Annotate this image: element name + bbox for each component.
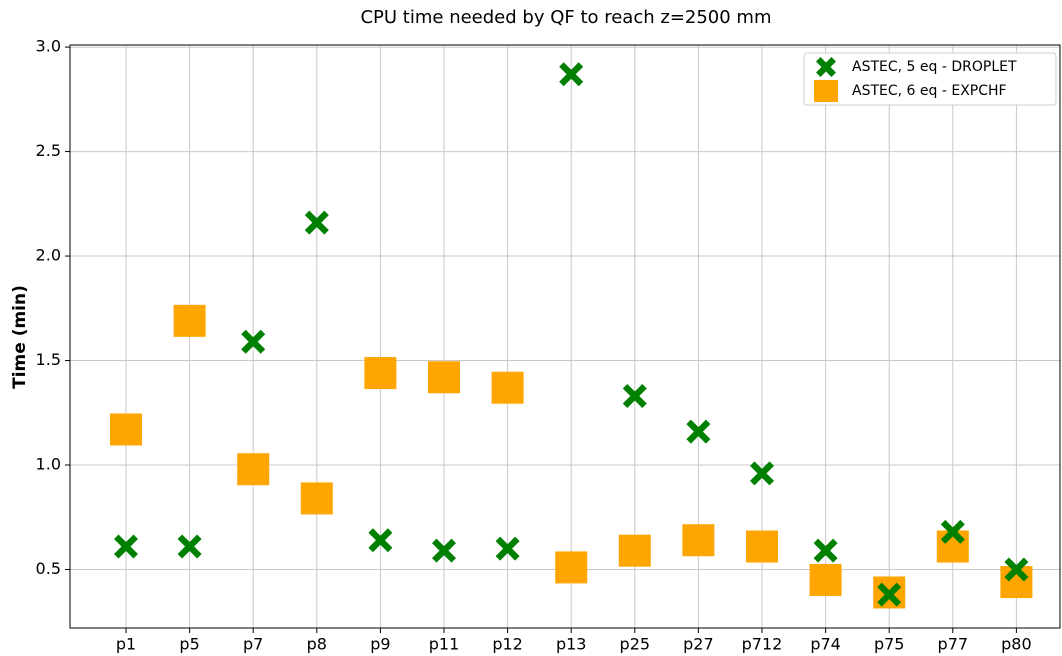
point <box>618 534 651 567</box>
point <box>813 538 838 563</box>
point <box>940 519 965 544</box>
point <box>432 538 456 563</box>
x-tick-label: p75 <box>874 635 905 654</box>
point <box>555 551 588 584</box>
point <box>241 329 266 354</box>
x-tick-label: p27 <box>683 635 714 654</box>
y-tick-label: 2.0 <box>36 246 61 265</box>
x-tick-label: p8 <box>307 635 327 654</box>
point <box>682 524 715 557</box>
legend-marker <box>816 57 836 77</box>
y-tick-label: 3.0 <box>36 37 61 56</box>
point <box>304 210 329 235</box>
point <box>495 536 520 561</box>
x-tick-label: p7 <box>243 635 263 654</box>
point <box>809 563 842 596</box>
point <box>746 530 778 563</box>
chart-title: CPU time needed by QF to reach z=2500 mm <box>360 7 771 28</box>
point <box>1004 557 1029 582</box>
y-axis-label: Time (min) <box>10 285 30 389</box>
point <box>173 304 206 337</box>
x-tick-label: p77 <box>938 635 969 654</box>
legend-box <box>803 52 1057 106</box>
point <box>300 482 333 515</box>
x-tick-label: p11 <box>429 635 460 654</box>
x-tick-label: p80 <box>1001 635 1032 654</box>
x-tick-label: p12 <box>492 635 523 654</box>
y-tick-label: 0.5 <box>36 559 61 578</box>
point <box>114 534 138 559</box>
y-tick-label: 1.0 <box>36 455 61 474</box>
legend-marker <box>814 80 838 102</box>
y-tick-label: 1.5 <box>36 350 61 369</box>
point <box>686 419 711 444</box>
plot-frame <box>69 44 1061 629</box>
point <box>491 371 524 404</box>
x-tick-label: p1 <box>116 635 136 654</box>
x-tick-label: p13 <box>556 635 587 654</box>
point <box>237 453 270 486</box>
x-tick-label: p74 <box>810 635 841 654</box>
point <box>559 62 584 87</box>
x-tick-label: p9 <box>370 635 390 654</box>
x-tick-label: p712 <box>742 635 783 654</box>
point <box>110 413 142 446</box>
point <box>368 528 393 553</box>
y-tick-label: 2.5 <box>36 141 61 160</box>
point <box>364 357 397 390</box>
legend-label: ASTEC, 6 eq - EXPCHF <box>852 83 1007 99</box>
x-tick-label: p25 <box>620 635 651 654</box>
x-tick-label: p5 <box>179 635 199 654</box>
point <box>428 361 460 394</box>
point <box>750 461 774 486</box>
legend-label: ASTEC, 5 eq - DROPLET <box>852 59 1017 75</box>
point <box>177 534 202 559</box>
point <box>622 384 647 409</box>
point <box>877 582 902 607</box>
